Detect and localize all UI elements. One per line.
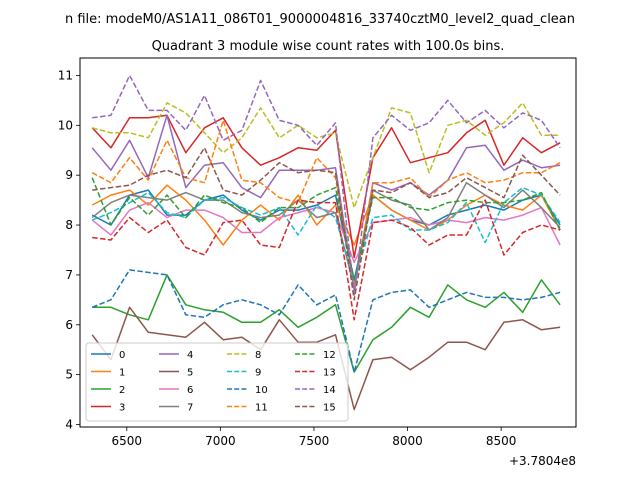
legend-label-12: 12 bbox=[323, 350, 336, 361]
chart-title: Quadrant 3 module wise count rates with … bbox=[152, 39, 505, 54]
series-line-4 bbox=[91, 114, 561, 291]
legend-label-1: 1 bbox=[119, 368, 125, 379]
plot-area-frame bbox=[79, 57, 577, 428]
y-tick-label: 4 bbox=[65, 418, 73, 432]
series-layer bbox=[91, 74, 561, 411]
x-tick-label: 7500 bbox=[299, 434, 330, 448]
legend-box bbox=[85, 342, 349, 422]
legend-label-7: 7 bbox=[187, 403, 193, 414]
series-line-9 bbox=[91, 186, 561, 284]
legend-label-13: 13 bbox=[323, 368, 336, 379]
legend-label-4: 4 bbox=[187, 350, 193, 361]
legend-label-6: 6 bbox=[187, 385, 193, 396]
series-line-7 bbox=[91, 181, 561, 289]
legend-label-15: 15 bbox=[323, 403, 336, 414]
y-tick-label: 5 bbox=[65, 368, 73, 382]
y-tick-label: 10 bbox=[58, 118, 73, 132]
series-line-14 bbox=[92, 74, 561, 296]
y-tick-label: 7 bbox=[65, 268, 73, 282]
x-tick-label: 8000 bbox=[392, 434, 423, 448]
x-axis: 6500 7000 7500 8000 8500 bbox=[112, 427, 517, 448]
y-axis: 4 5 6 7 8 9 10 11 bbox=[58, 68, 80, 432]
y-tick-label: 9 bbox=[65, 168, 73, 182]
x-tick-label: 8500 bbox=[486, 434, 517, 448]
series-line-11 bbox=[91, 119, 561, 289]
legend-label-8: 8 bbox=[255, 350, 261, 361]
legend-label-9: 9 bbox=[255, 368, 261, 379]
series-line-13 bbox=[92, 199, 561, 321]
x-tick-label: 7000 bbox=[205, 434, 236, 448]
legend-label-5: 5 bbox=[187, 368, 193, 379]
x-axis-offset-label: +3.7804e8 bbox=[509, 454, 576, 468]
y-tick-label: 8 bbox=[65, 218, 73, 232]
figure-suptitle: n file: modeM0/AS1A11_086T01_9000004816_… bbox=[65, 12, 575, 27]
series-line-6 bbox=[91, 201, 561, 264]
series-line-0 bbox=[91, 189, 561, 281]
series-line-10 bbox=[91, 269, 561, 373]
y-tick-label: 11 bbox=[58, 68, 73, 82]
series-line-5 bbox=[91, 306, 561, 411]
legend-label-0: 0 bbox=[119, 350, 125, 361]
series-line-8 bbox=[92, 102, 561, 209]
legend-label-2: 2 bbox=[119, 385, 125, 396]
legend-label-3: 3 bbox=[119, 403, 125, 414]
legend-label-11: 11 bbox=[255, 403, 268, 414]
series-line-15 bbox=[92, 147, 561, 301]
series-line-12 bbox=[91, 177, 561, 281]
y-tick-label: 6 bbox=[65, 318, 73, 332]
legend-label-14: 14 bbox=[323, 385, 336, 396]
x-tick-label: 6500 bbox=[112, 434, 143, 448]
series-line-3 bbox=[91, 114, 561, 259]
legend-label-10: 10 bbox=[255, 385, 268, 396]
